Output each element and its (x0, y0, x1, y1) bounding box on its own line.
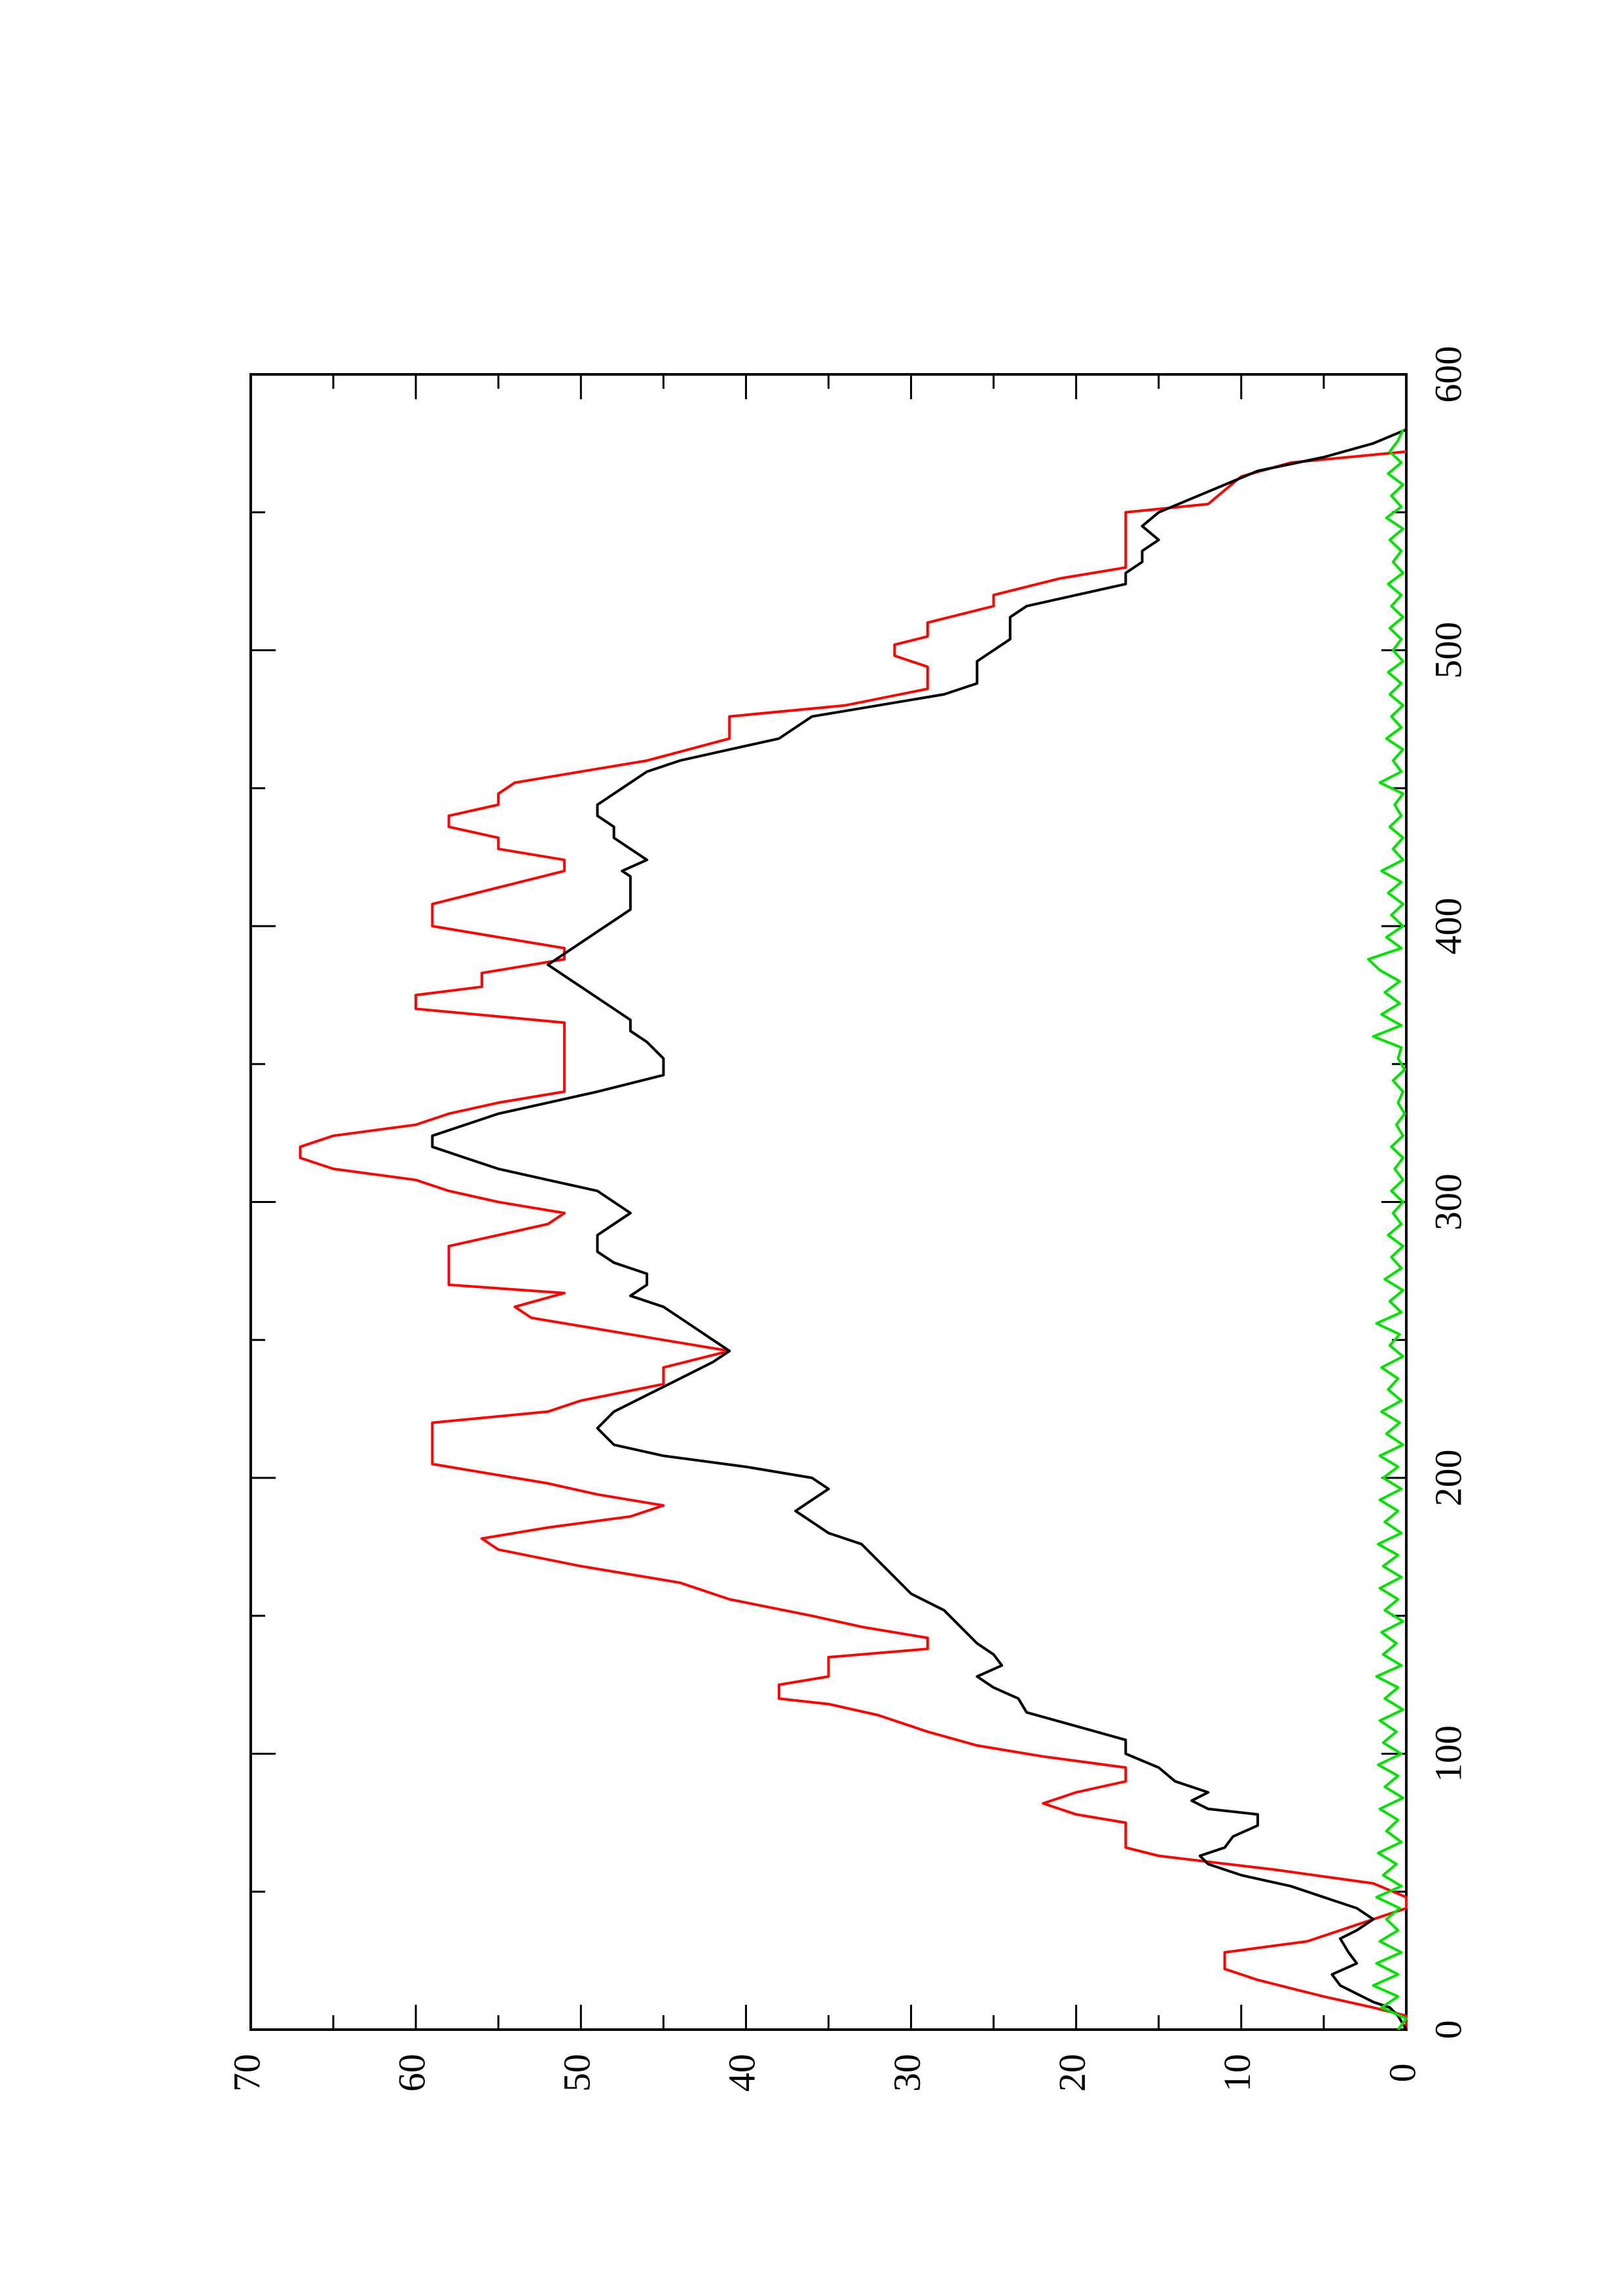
y-tick-label: 40 (721, 2054, 763, 2092)
y-tick-label: 0 (1381, 2064, 1423, 2083)
y-tick-label: 50 (556, 2054, 598, 2092)
x-tick-label: 0 (1427, 2020, 1469, 2039)
plot-area (249, 373, 1408, 2031)
y-tick-label: 30 (886, 2054, 928, 2092)
y-tick-label: 10 (1216, 2054, 1258, 2092)
x-tick-label: 500 (1427, 622, 1469, 679)
y-tick-label: 70 (225, 2054, 268, 2092)
x-tick-label: 100 (1427, 1725, 1469, 1782)
x-tick-label: 200 (1427, 1450, 1469, 1507)
black-series-line (431, 428, 1408, 2031)
y-tick-label: 20 (1051, 2054, 1093, 2092)
plot-frame (249, 373, 1408, 2031)
y-tick-label: 60 (390, 2054, 433, 2092)
x-tick-label: 400 (1427, 898, 1469, 955)
x-tick-label: 600 (1427, 346, 1469, 403)
x-tick-label: 300 (1427, 1174, 1469, 1230)
green-series-line (1367, 429, 1408, 2031)
tick-marks (249, 373, 1408, 2031)
series-layer (299, 428, 1408, 2031)
red-series-line (299, 450, 1408, 2030)
tick-labels: 0 100 200 300 400 500 600 0 10 20 30 40 50 60 70 (225, 346, 1469, 2092)
